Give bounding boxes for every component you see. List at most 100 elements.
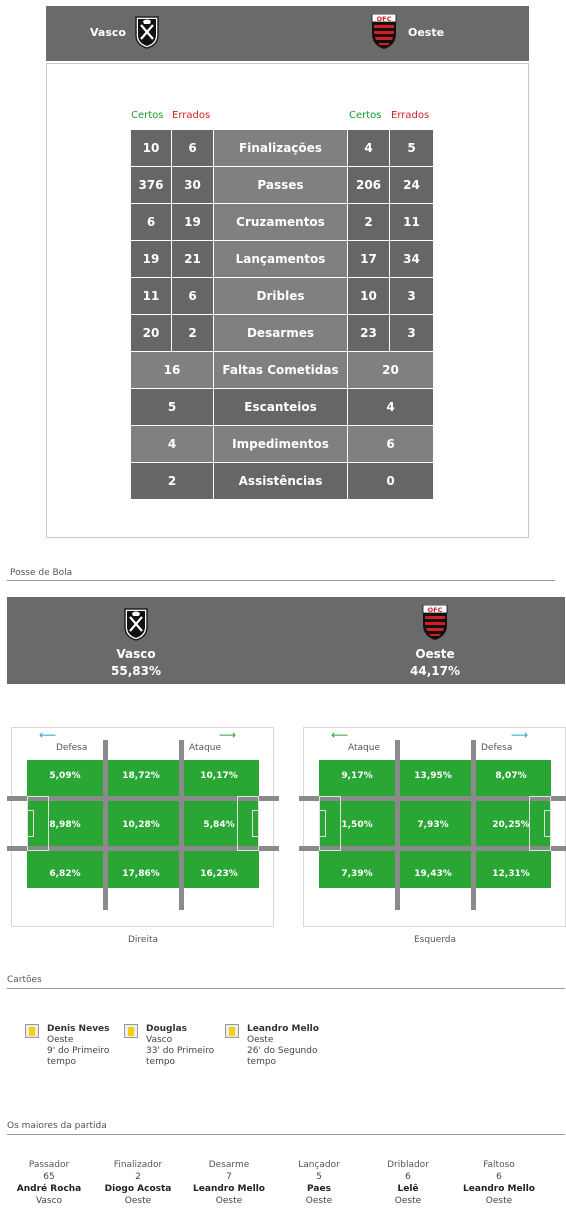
stat-away-value: 4 xyxy=(348,389,434,426)
leader-player: Lelê xyxy=(397,1184,419,1194)
stat-home-correct: 20 xyxy=(131,315,172,352)
field-zone-label: Defesa xyxy=(56,743,88,753)
card-time: tempo xyxy=(146,1057,176,1067)
zone-percentage: 10,17% xyxy=(200,771,238,781)
stat-away-wrong: 3 xyxy=(390,278,434,315)
away-wrong-legend: Errados xyxy=(391,110,430,121)
stat-away-correct: 4 xyxy=(348,130,390,167)
leader-value: 6 xyxy=(405,1172,411,1182)
stat-away-correct: 2 xyxy=(348,204,390,241)
possession-divider xyxy=(7,580,555,581)
leader-value: 2 xyxy=(135,1172,141,1182)
zone-divider xyxy=(395,740,400,910)
leader-player: Paes xyxy=(307,1184,331,1194)
stat-away-value: 6 xyxy=(348,426,434,463)
possession-away-name: Oeste xyxy=(415,647,455,661)
leader-role: Desarme xyxy=(208,1160,250,1170)
leader-value: 5 xyxy=(316,1172,322,1182)
field-frame xyxy=(11,727,274,927)
zone-divider xyxy=(7,796,279,801)
goal-area xyxy=(544,810,551,837)
stat-away-value: 20 xyxy=(348,352,434,389)
stat-away-wrong: 34 xyxy=(390,241,434,278)
leader-value: 6 xyxy=(496,1172,502,1182)
zone-percentage: 13,95% xyxy=(414,771,452,781)
possession-title: Posse de Bola xyxy=(10,568,73,578)
card-player: Denis Neves xyxy=(47,1024,110,1034)
zone-percentage: 7,93% xyxy=(417,820,449,830)
leader-team: Oeste xyxy=(215,1196,243,1206)
leaders-title: Os maiores da partida xyxy=(7,1121,107,1131)
stat-home-value: 2 xyxy=(131,463,214,500)
stat-home-value: 16 xyxy=(131,352,214,389)
zone-percentage: 5,84% xyxy=(203,820,235,830)
yellow-card-icon xyxy=(225,1024,239,1038)
possession-away-pct: 44,17% xyxy=(410,664,460,678)
leader-value: 65 xyxy=(43,1172,55,1182)
oeste-crest-icon: OFC xyxy=(422,605,448,640)
goal-area xyxy=(27,810,34,837)
stat-home-correct: 376 xyxy=(131,167,172,204)
field-caption: Esquerda xyxy=(413,935,457,945)
stat-label: Assistências xyxy=(214,463,348,500)
leader-role: Driblador xyxy=(387,1160,429,1170)
zone-divider xyxy=(299,796,566,801)
home-correct-legend: Certos xyxy=(131,110,164,121)
stat-label: Finalizações xyxy=(214,130,348,167)
card-time: 33' do Primeiro xyxy=(146,1046,215,1056)
yellow-card-icon xyxy=(124,1024,138,1038)
leader-player: Leandro Mello xyxy=(463,1184,535,1194)
stat-away-correct: 10 xyxy=(348,278,390,315)
stat-home-value: 5 xyxy=(131,389,214,426)
field-zone-label: Defesa xyxy=(481,743,513,753)
leader-player: Leandro Mello xyxy=(193,1184,265,1194)
yellow-card-icon xyxy=(25,1024,39,1038)
cards-title: Cartões xyxy=(7,975,42,985)
card-team: Oeste xyxy=(247,1035,274,1045)
stat-home-correct: 11 xyxy=(131,278,172,315)
zone-divider xyxy=(471,740,476,910)
direction-arrow-icon: ⟵ xyxy=(331,728,349,742)
field-zone-label: Ataque xyxy=(348,743,380,753)
card-team: Oeste xyxy=(47,1035,74,1045)
stat-away-correct: 206 xyxy=(348,167,390,204)
stat-home-wrong: 19 xyxy=(172,204,214,241)
leader-item: Lançador 5 Paes Oeste xyxy=(274,1159,364,1207)
yellow-card-shape xyxy=(29,1027,35,1036)
pitch xyxy=(27,760,259,888)
stat-away-wrong: 3 xyxy=(390,315,434,352)
leader-player: Diogo Acosta xyxy=(104,1184,172,1194)
zone-percentage: 8,07% xyxy=(495,771,527,781)
stat-label: Lançamentos xyxy=(214,241,348,278)
yellow-card-shape xyxy=(229,1027,235,1036)
zone-percentage: 6,82% xyxy=(49,869,81,879)
vasco-crest-icon xyxy=(135,16,159,49)
leader-item: Driblador 6 Lelê Oeste xyxy=(363,1159,453,1207)
zone-divider xyxy=(103,740,108,910)
leader-player: André Rocha xyxy=(16,1184,82,1194)
direction-arrow-icon: ⟶ xyxy=(219,728,237,742)
card-time: 26' do Segundo xyxy=(247,1046,318,1056)
leaders-divider xyxy=(7,1134,565,1135)
yellow-card-shape xyxy=(128,1027,134,1036)
direction-arrow-icon: ⟶ xyxy=(511,728,529,742)
zone-percentage: 16,23% xyxy=(200,869,238,879)
stat-label: Passes xyxy=(214,167,348,204)
zone-percentage: 10,28% xyxy=(122,820,160,830)
stat-away-correct: 17 xyxy=(348,241,390,278)
field-zone-label: Ataque xyxy=(189,743,221,753)
stat-home-correct: 10 xyxy=(131,130,172,167)
card-team: Vasco xyxy=(146,1035,173,1045)
stat-label: Desarmes xyxy=(214,315,348,352)
stat-away-wrong: 24 xyxy=(390,167,434,204)
zone-divider xyxy=(179,740,184,910)
goal-area xyxy=(252,810,259,837)
leader-team: Oeste xyxy=(305,1196,333,1206)
direction-arrow-icon: ⟵ xyxy=(39,728,57,742)
stat-away-correct: 23 xyxy=(348,315,390,352)
zone-divider xyxy=(7,846,279,851)
leader-item: Faltoso 6 Leandro Mello Oeste xyxy=(454,1159,544,1207)
home-wrong-legend: Errados xyxy=(172,110,211,121)
stat-home-value: 4 xyxy=(131,426,214,463)
oeste-crest-icon: OFC xyxy=(371,14,397,49)
